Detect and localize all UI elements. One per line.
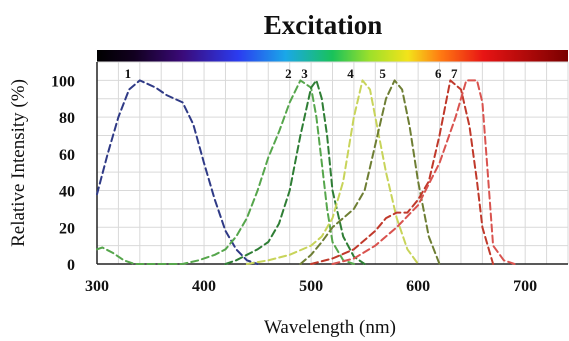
series-line-3 (224, 79, 366, 265)
series-line-6 (310, 79, 495, 265)
series-line-7 (331, 79, 516, 265)
x-tick-label: 500 (299, 278, 323, 295)
series-line-4 (245, 79, 420, 265)
grid (97, 61, 569, 264)
series-group (96, 79, 516, 265)
series-line-5 (299, 79, 441, 265)
chart-title: Excitation (264, 10, 383, 40)
peak-label-2: 2 (285, 66, 292, 81)
peak-label-1: 1 (125, 66, 132, 81)
series-line-1 (96, 79, 259, 265)
x-tick-label: 300 (85, 278, 109, 295)
y-tick-label: 60 (59, 147, 75, 164)
x-tick-label: 600 (406, 278, 430, 295)
peak-label-4: 4 (347, 66, 354, 81)
y-ticks: 0 20 40 60 80 100 (51, 73, 75, 274)
peak-label-7: 7 (451, 66, 458, 81)
peak-label-3: 3 (301, 66, 308, 81)
x-tick-label: 400 (192, 278, 216, 295)
x-axis-label: Wavelength (nm) (264, 317, 396, 338)
y-tick-label: 40 (59, 184, 75, 201)
series-line-2 (96, 79, 355, 265)
peak-label-6: 6 (435, 66, 442, 81)
peak-label-5: 5 (379, 66, 386, 81)
y-tick-label: 0 (67, 257, 75, 274)
y-tick-label: 80 (59, 110, 75, 127)
x-ticks: 300 400 500 600 700 (85, 278, 537, 295)
spectrum-bar (97, 50, 568, 62)
x-tick-label: 700 (513, 278, 537, 295)
y-tick-label: 100 (51, 73, 75, 90)
y-tick-label: 20 (59, 220, 75, 237)
y-axis-label: Relative Intensity (%) (8, 79, 29, 247)
